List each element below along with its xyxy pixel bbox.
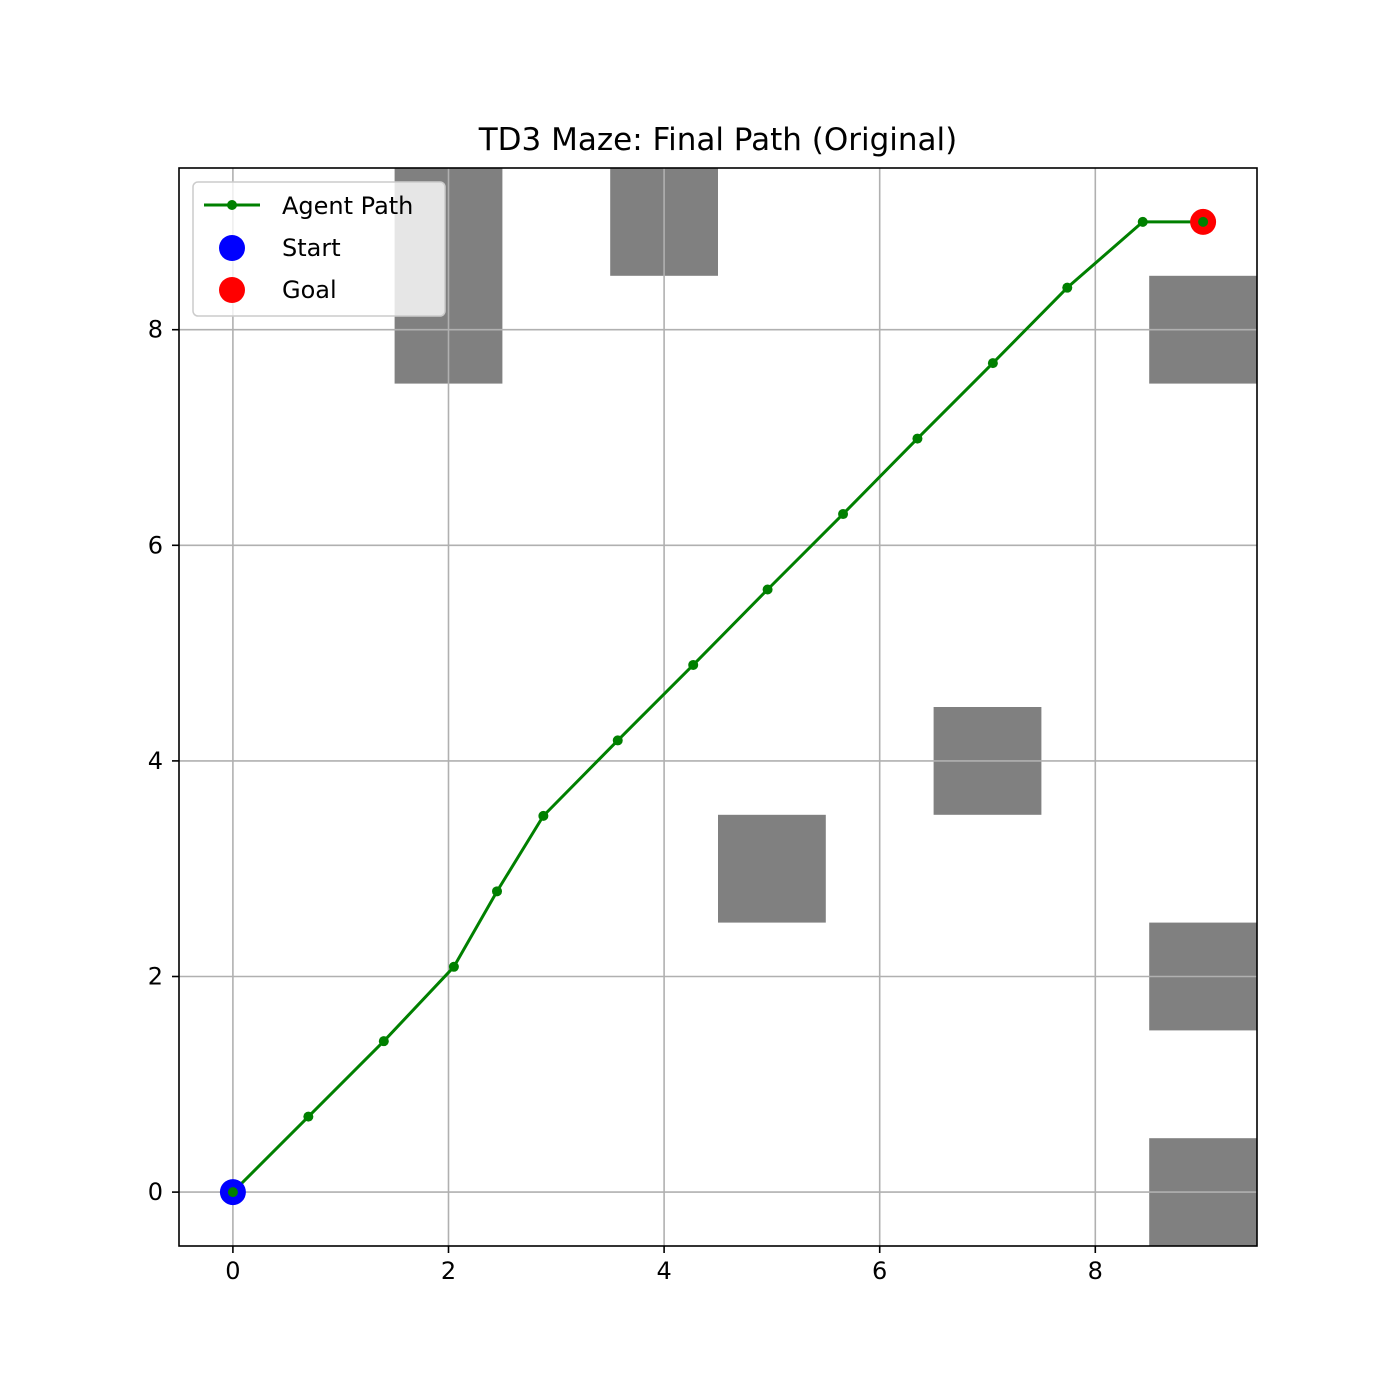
path-point	[912, 433, 923, 444]
legend-label-agent-path: Agent Path	[282, 192, 413, 220]
axes-frame	[178, 167, 1258, 1247]
grid-layer	[179, 168, 1257, 1246]
legend-goal-marker	[219, 277, 245, 303]
x-tick-label: 4	[656, 1257, 671, 1285]
legend-box	[192, 181, 446, 317]
legend-label-start: Start	[282, 234, 341, 262]
y-tick-label: 0	[148, 1178, 163, 1206]
x-tick-label: 0	[225, 1257, 240, 1285]
obstacle	[718, 814, 826, 923]
path-point	[227, 1187, 238, 1198]
y-tick-label: 6	[148, 531, 163, 559]
path-point	[1198, 216, 1209, 227]
x-tick-label: 2	[441, 1257, 456, 1285]
legend-label-goal: Goal	[282, 276, 337, 304]
x-tick-label: 8	[1088, 1257, 1103, 1285]
path-point	[987, 358, 998, 369]
plot-area	[178, 167, 1258, 1247]
y-tick-label: 8	[148, 316, 163, 344]
y-tick-label: 4	[148, 747, 163, 775]
path-point	[303, 1111, 314, 1122]
path-point	[1137, 216, 1148, 227]
chart-title: TD3 Maze: Final Path (Original)	[478, 122, 958, 158]
path-point	[492, 886, 503, 897]
x-tick-label: 6	[872, 1257, 887, 1285]
path-point	[762, 584, 773, 595]
legend-path-marker	[227, 200, 237, 210]
path-point	[1062, 282, 1073, 293]
legend: Agent Path Start Goal	[192, 181, 446, 317]
path-point	[448, 961, 459, 972]
path-point	[612, 735, 623, 746]
path-point	[838, 509, 849, 520]
path-point	[538, 810, 549, 821]
legend-start-marker	[219, 235, 245, 261]
agent-path-layer	[231, 220, 1204, 1194]
markers-layer	[219, 208, 1217, 1206]
agent-path-line	[231, 220, 1204, 1194]
ticks-layer: 0 2 4 6 8 0 2 4 6 8	[148, 316, 1103, 1285]
y-tick-label: 2	[148, 963, 163, 991]
path-point	[378, 1036, 389, 1047]
path-point	[688, 659, 699, 670]
